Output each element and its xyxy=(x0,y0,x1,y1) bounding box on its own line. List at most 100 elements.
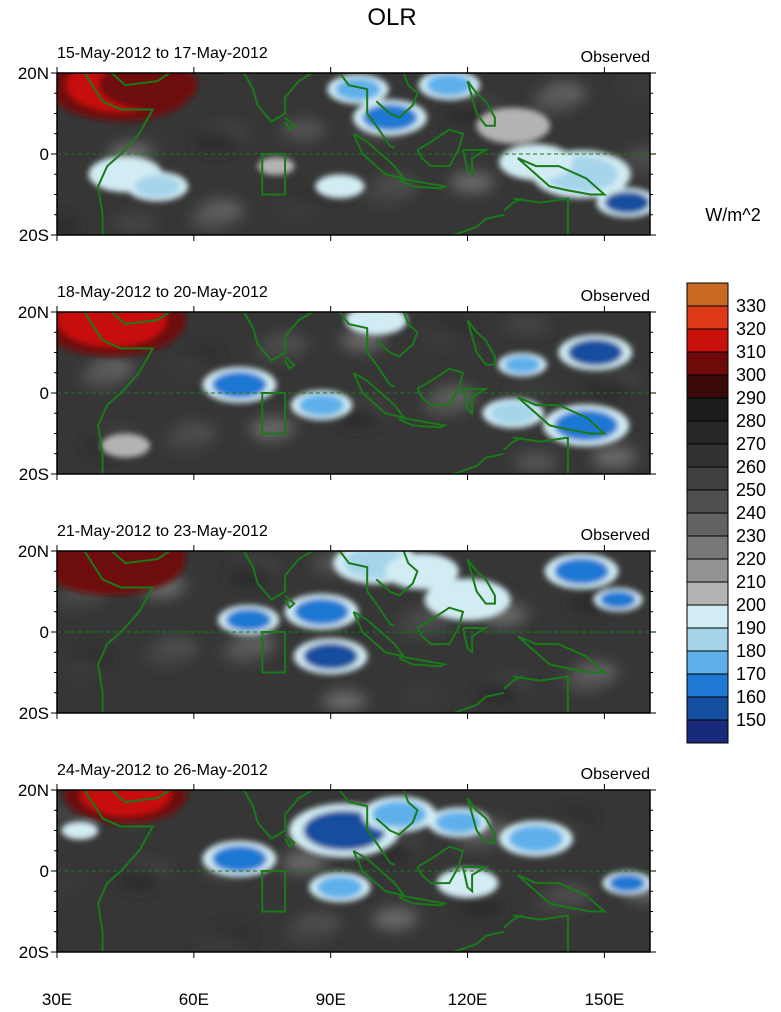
texture-blob xyxy=(459,897,504,918)
coastline xyxy=(225,790,313,840)
panel-tag-label: Observed xyxy=(581,766,650,783)
panel-plot-area xyxy=(57,73,650,235)
colorbar-swatch xyxy=(686,328,729,353)
colorbar-swatch xyxy=(686,581,729,606)
texture-blob xyxy=(477,682,522,703)
coastline xyxy=(225,551,313,601)
texture-blob xyxy=(532,91,577,112)
texture-blob xyxy=(586,378,631,399)
colorbar-level-label: 300 xyxy=(736,365,766,385)
olr-feature xyxy=(394,557,450,585)
colorbar-swatch xyxy=(686,443,729,468)
olr-texture xyxy=(57,75,650,235)
olr-feature xyxy=(554,557,609,585)
colorbar-level-label: 170 xyxy=(736,664,766,684)
texture-blob xyxy=(399,686,444,707)
coastline xyxy=(111,790,172,804)
x-axis: 30E 60E 90E 120E 150E xyxy=(42,990,624,1009)
olr-feature xyxy=(426,74,473,97)
coastline xyxy=(503,914,523,929)
panel-tag-label: Observed xyxy=(581,288,650,305)
coastline xyxy=(111,73,172,87)
coastline xyxy=(517,396,608,435)
olr-feature xyxy=(508,148,564,176)
y-tick-label: 20N xyxy=(18,781,49,800)
olr-feature xyxy=(490,402,536,425)
olr-feature xyxy=(79,790,172,817)
olr-feature xyxy=(371,800,427,828)
texture-blob xyxy=(57,589,98,610)
coastline xyxy=(83,73,155,235)
colorbar-swatch xyxy=(686,627,729,652)
x-tick-label: 150E xyxy=(585,990,625,1009)
y-tick-label: 0 xyxy=(40,862,49,881)
coastline xyxy=(416,606,465,646)
colorbar-level-label: 290 xyxy=(736,388,766,408)
coastline xyxy=(453,930,505,952)
coastline xyxy=(339,551,395,627)
coastline xyxy=(284,594,296,610)
coastline xyxy=(225,312,313,362)
olr-feature xyxy=(435,811,482,834)
coastline xyxy=(398,177,449,190)
colorbar-swatch xyxy=(686,466,729,491)
texture-blob xyxy=(372,909,417,930)
colorbar-swatch xyxy=(686,374,729,399)
coastline xyxy=(339,790,395,866)
texture-blob xyxy=(564,670,609,691)
colorbar-swatch xyxy=(686,397,729,422)
coastline xyxy=(466,80,496,127)
colorbar-labels: 330 320 310 300 290 280 270 260 250 240 230 220 210 2… xyxy=(736,296,766,730)
coastline xyxy=(513,914,569,952)
texture-blob xyxy=(513,451,558,472)
colorbar-swatch xyxy=(686,719,729,744)
coastline xyxy=(466,797,496,844)
coastline xyxy=(517,874,608,913)
coastline xyxy=(517,157,608,196)
colorbar-level-label: 260 xyxy=(736,457,766,477)
olr-feature xyxy=(485,112,541,140)
y-tick-label: 0 xyxy=(40,384,49,403)
region-box xyxy=(261,153,287,196)
texture-blob xyxy=(57,658,102,679)
region-box xyxy=(261,392,287,435)
coastline xyxy=(462,627,490,655)
panel-tag-label: Observed xyxy=(581,527,650,544)
texture-blob xyxy=(57,873,84,894)
coastline xyxy=(398,416,449,429)
coastline xyxy=(398,894,449,907)
colorbar-swatch xyxy=(686,696,729,721)
coastline xyxy=(453,452,505,474)
coastline xyxy=(225,73,313,123)
texture-blob xyxy=(112,212,157,233)
colorbar-level-label: 190 xyxy=(736,618,766,638)
panel-3: 20N 0 20S 21-May-2012 to 23-May-2012 Observe… xyxy=(18,523,656,723)
texture-blob xyxy=(190,208,235,229)
colorbar-level-label: 240 xyxy=(736,503,766,523)
texture-blob xyxy=(363,184,408,205)
colorbar-swatch xyxy=(686,604,729,629)
colorbar-level-label: 310 xyxy=(736,342,766,362)
x-tick-label: 60E xyxy=(179,990,209,1009)
olr-feature xyxy=(504,355,541,374)
y-tick-label: 20N xyxy=(18,542,49,561)
texture-blob xyxy=(226,565,271,586)
coastlines xyxy=(83,551,608,713)
coastline xyxy=(462,866,490,894)
coastline xyxy=(83,312,155,474)
colorbar-swatch xyxy=(686,489,729,514)
coastline xyxy=(462,387,490,416)
coastlines xyxy=(83,312,608,474)
olr-feature xyxy=(604,191,650,214)
colorbar-level-label: 180 xyxy=(736,641,766,661)
texture-blob xyxy=(276,196,321,217)
panel-date-label: 15-May-2012 to 17-May-2012 xyxy=(57,45,268,62)
panel-4: 20N 0 20S 24-May-2012 to 26-May-2012 Observe… xyxy=(18,762,656,962)
texture-blob xyxy=(322,690,367,711)
olr-feature xyxy=(57,312,167,347)
coastline xyxy=(111,551,172,565)
olr-feature xyxy=(225,608,272,631)
colorbar-level-label: 160 xyxy=(736,687,766,707)
olr-feature xyxy=(66,823,94,838)
